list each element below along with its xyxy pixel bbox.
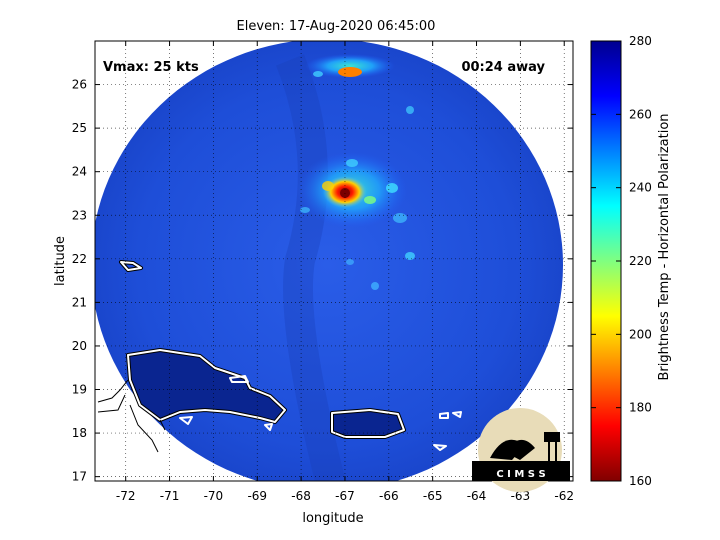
- colorbar-tick-label: 260: [629, 107, 652, 121]
- x-tick-label: -64: [467, 489, 487, 503]
- island-coast: [229, 375, 249, 383]
- convection-cell: [346, 259, 354, 265]
- x-tick-label: -68: [291, 489, 311, 503]
- y-axis: 17 18 19 20 21 22 23 24 25 26: [72, 78, 573, 484]
- x-tick-label: -62: [554, 489, 574, 503]
- convection-cell: [364, 196, 376, 204]
- x-tick-label: -71: [160, 489, 180, 503]
- y-tick-label: 19: [72, 383, 87, 397]
- logo-water-tower-leg: [548, 442, 550, 462]
- north-convection-band: [305, 54, 395, 78]
- convection-cell: [386, 183, 398, 193]
- colorbar-tick-label: 240: [629, 181, 652, 195]
- x-tick-label: -63: [511, 489, 531, 503]
- colorbar-tick-label: 160: [629, 474, 652, 488]
- y-tick-label: 21: [72, 295, 87, 309]
- island-coast: [433, 444, 447, 451]
- colorbar-tick-label: 220: [629, 254, 652, 268]
- convection-cell: [371, 282, 379, 290]
- colorbar-ticks: 160 180 200 220 240 260 280: [591, 34, 652, 488]
- island-coast: [439, 412, 449, 419]
- y-axis-label: latitude: [53, 236, 68, 286]
- y-tick-label: 24: [72, 165, 87, 179]
- y-tick-label: 20: [72, 339, 87, 353]
- swath-dark-band: [276, 54, 345, 481]
- grid-lines: [95, 41, 573, 481]
- convection-cell: [393, 213, 407, 223]
- y-tick-label: 18: [72, 426, 87, 440]
- y-tick-label: 17: [72, 470, 87, 484]
- island-coast: [264, 423, 273, 431]
- island-coast: [179, 416, 193, 425]
- puerto-rico-land: [332, 410, 404, 437]
- y-tick-label: 26: [72, 78, 87, 92]
- x-tick-label: -72: [116, 489, 136, 503]
- hispaniola-coast: [127, 349, 286, 423]
- x-tick-label: -67: [335, 489, 355, 503]
- colorbar-tick-label: 280: [629, 34, 652, 48]
- axes-frame: [94, 40, 574, 482]
- y-tick-label: 25: [72, 121, 87, 135]
- logo-water-tower-leg: [555, 442, 557, 462]
- convection-cell: [300, 207, 310, 213]
- coastlines: [119, 260, 462, 451]
- x-axis-label: longitude: [302, 511, 363, 526]
- colorbar-label: Brightness Temp - Horizontal Polarizatio…: [657, 113, 672, 380]
- puerto-rico-coast: [331, 409, 405, 438]
- colorbar-tick-label: 180: [629, 401, 652, 415]
- hispaniola-land: [128, 350, 285, 422]
- island-coast: [452, 411, 462, 418]
- map-area: [95, 41, 563, 481]
- plot-title: Eleven: 17-Aug-2020 06:45:00: [237, 19, 436, 34]
- y-tick-label: 23: [72, 208, 87, 222]
- colorbar-tick-label: 200: [629, 327, 652, 341]
- convection-cell: [406, 106, 414, 114]
- north-convection-core: [338, 67, 362, 77]
- cimss-logo: C I M S S: [472, 408, 570, 492]
- convection-cell: [322, 181, 334, 191]
- x-tick-label: -70: [204, 489, 224, 503]
- convection-cell: [313, 71, 323, 77]
- logo-radar-dish-icon: [505, 439, 535, 460]
- x-tick-label: -69: [247, 489, 267, 503]
- convection-cell: [346, 159, 358, 167]
- x-tick-label: -65: [423, 489, 443, 503]
- x-axis: -72 -71 -70 -69 -68 -67 -66 -65 -64 -63 -62: [116, 41, 574, 503]
- vmax-label: Vmax: 25 kts: [103, 60, 199, 75]
- time-away-label: 00:24 away: [461, 60, 545, 75]
- logo-water-tower-icon: [544, 432, 560, 442]
- logo-ground: [472, 461, 570, 481]
- y-tick-label: 22: [72, 252, 87, 266]
- coast-outside-swath: [97, 379, 166, 453]
- island-coast: [120, 261, 142, 271]
- logo-text: C I M S S: [496, 469, 545, 480]
- x-tick-label: -66: [379, 489, 399, 503]
- convection-cell: [405, 252, 415, 260]
